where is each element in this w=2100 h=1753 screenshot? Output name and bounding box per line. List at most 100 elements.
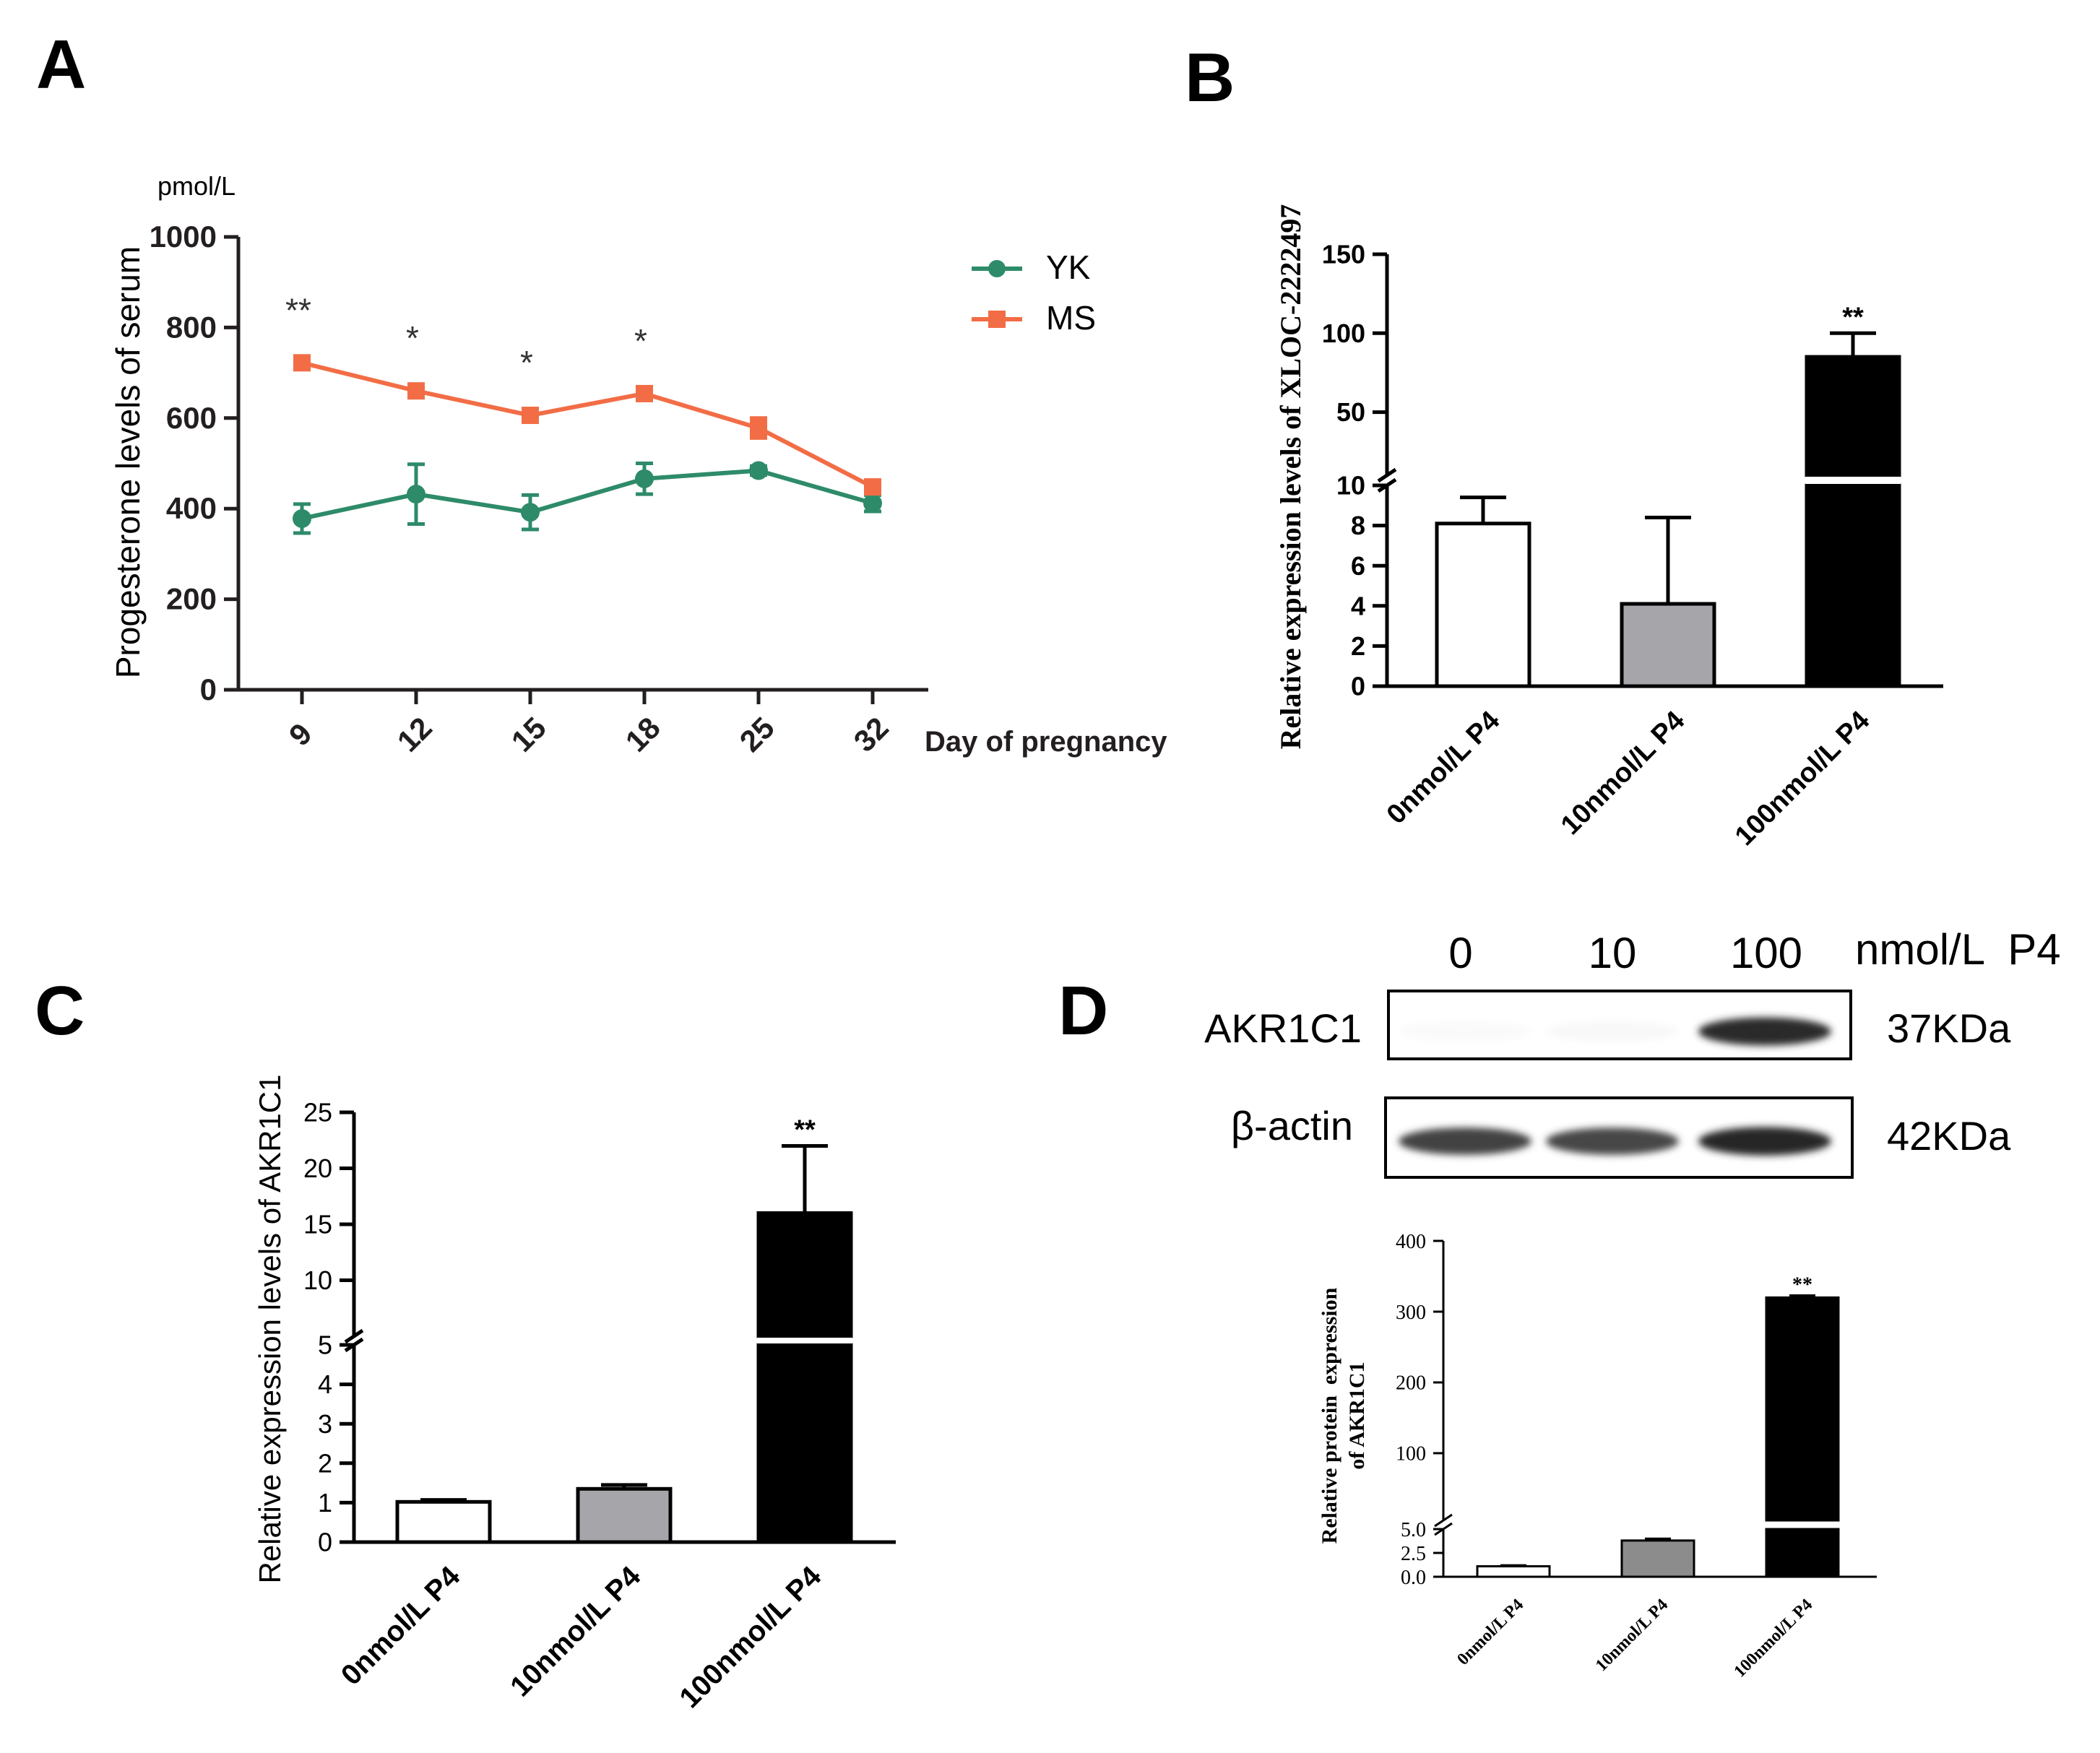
series-ms-point [636,384,653,402]
x-tick-label: 100nmol/L P4 [1729,706,1875,852]
legend-yk-label: YK [1046,248,1091,286]
x-tick-label: 0nmol/L P4 [335,1560,467,1692]
series-yk-point [635,469,654,488]
bar-lower [1805,483,1901,688]
y-tick-label: 300 [1396,1302,1426,1324]
blot-size-actin: 42KDa [1887,1113,2011,1159]
panel-a-y-tick-label: 600 [166,401,217,435]
panel-label-d: D [1058,972,1108,1049]
series-yk-line [301,468,873,521]
y-tick-label: 100 [1396,1443,1426,1466]
significance-marker: ** [1842,302,1864,332]
panel-b-bar-chart: Relative expression levels of XLOC-22224… [1274,204,1943,852]
panel-a-x-axis: 9 12 15 18 25 32 [238,688,928,758]
panel-a-series [293,354,882,535]
axis-break-mark [344,1328,364,1344]
panel-b-ylabel: Relative expression levels of XLOC-22224… [1274,204,1307,750]
panel-a-x-tick-label: 32 [847,711,895,758]
y-tick-label: 1 [318,1488,332,1518]
bar [1620,1539,1695,1578]
blot-band [1546,1021,1679,1042]
y-tick-label: 6 [1351,551,1365,581]
y-tick-label: 5 [318,1330,332,1360]
y-tick-label: 50 [1336,397,1365,427]
series-yk-point [749,461,768,480]
y-tick-label: 400 [1396,1231,1426,1253]
y-tick-label: 3 [318,1409,332,1439]
series-yk-point [293,508,311,528]
bar-break-gap [757,1338,852,1343]
panel-a-x-tick-label: 9 [282,717,319,753]
bar-lower [1765,1528,1840,1578]
panel-a-legend: YK MS [972,248,1096,337]
bar [1435,521,1531,688]
blot-lane-label-10: 10 [1589,929,1637,977]
y-tick-label: 0.0 [1401,1567,1426,1589]
blot-lane-label-100: 100 [1730,929,1802,977]
panel-a-xlabel: Day of pregnancy [925,726,1167,758]
x-tick-label: 0nmol/L P4 [1453,1596,1527,1669]
panel-label-a: A [36,26,86,103]
series-ms-point [293,354,311,372]
series-ms-line [301,360,874,489]
y-tick-label: 8 [1351,511,1365,540]
panel-c-ylabel: Relative expression levels of AKR1C1 [253,1074,287,1583]
panel-a-y-tick-label: 800 [166,310,217,344]
panel-a-y-axis: 0 200 400 600 800 1000 [150,220,241,706]
bar-break-gap [1805,477,1901,484]
bar-upper [1765,1296,1840,1522]
blot-size-akr1c1: 37KDa [1887,1005,2011,1051]
y-tick-label: 2 [318,1448,332,1478]
bar-upper [1805,355,1901,477]
panel-d-ylabel-line2: of AKR1C1 [1345,1362,1369,1469]
y-tick-label: 200 [1396,1372,1426,1395]
series-yk-point [521,503,540,522]
axis-break-mark [1434,1513,1453,1528]
y-tick-label: 0 [318,1528,332,1557]
y-tick-label: 150 [1322,240,1365,269]
panel-a-unit: pmol/L [157,171,236,201]
panel-a-ylabel: Progesterone levels of serum [109,246,147,678]
legend-yk-marker [988,260,1006,277]
y-tick-label: 0 [1351,672,1365,701]
blot-band [1399,1021,1531,1042]
panel-a-x-tick-label: 18 [619,711,667,758]
y-tick-label: 2.5 [1401,1543,1426,1565]
bar [1476,1564,1551,1578]
bar-lower [756,1343,853,1544]
panel-a-significance-marker: * [406,319,419,357]
panel-a-significance: ***** [285,291,647,381]
panel-a-y-tick-label: 400 [166,491,217,525]
blot-band [1399,1127,1531,1155]
panel-a-x-tick-label: 15 [505,711,553,758]
x-tick-label: 100nmol/L P4 [673,1560,827,1714]
panel-label-b: B [1185,39,1235,116]
bar-upper [756,1211,853,1338]
x-tick-label: 10nmol/L P4 [1592,1596,1672,1675]
series-yk-point [863,493,882,513]
panel-a-line-chart: pmol/L Progesterone levels of serum Day … [109,171,1167,758]
series-yk-point [407,485,425,504]
blot-row-label-akr1c1: AKR1C1 [1204,1005,1362,1051]
y-tick-label: 20 [303,1153,332,1183]
blot-lane-label-0: 0 [1448,929,1472,977]
panel-d-ylabel-line1: Relative protein expression [1318,1287,1341,1544]
blot-row-label-actin: β-actin [1231,1103,1353,1148]
bar-break-gap [1765,1522,1840,1528]
x-tick-label: 10nmol/L P4 [1555,706,1691,841]
y-tick-label: 100 [1322,319,1365,348]
blot-unit-label: nmol/L P4 [1855,925,2061,974]
panel-d: 0 10 100 nmol/L P4 AKR1C1 37KDa β-actin … [1204,925,2060,1681]
panel-a-x-tick-label: 12 [391,711,438,758]
series-ms-point [522,407,539,425]
panel-a-x-tick-label: 25 [733,711,781,758]
blot-bands-actin [1399,1127,1831,1156]
bar [395,1499,492,1544]
bar [576,1486,673,1544]
panel-a-y-tick-label: 1000 [150,220,217,254]
legend-ms-marker [988,311,1006,328]
bar [1620,602,1716,688]
panel-a-significance-marker: * [634,322,647,360]
y-tick-label: 4 [1351,591,1365,620]
